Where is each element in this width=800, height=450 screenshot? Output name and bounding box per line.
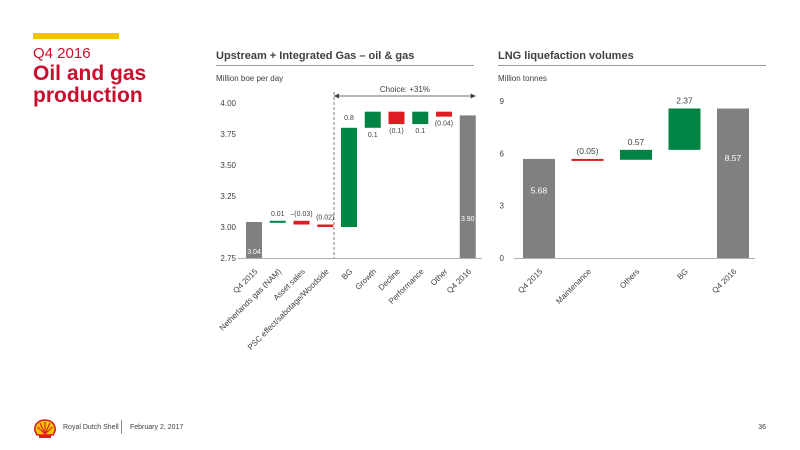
chart-ylabel-upstream: Million boe per day [216, 74, 284, 83]
page-number: 36 [758, 424, 766, 431]
bar-lng [668, 108, 701, 150]
category-label-upstream: Growth [354, 267, 379, 292]
bar-upstream [388, 111, 405, 125]
ytick-label-upstream: 3.75 [220, 130, 236, 139]
chart-title-lng: LNG liquefaction volumes [498, 50, 634, 62]
slide-headline: Oil and gas production [33, 62, 147, 107]
data-label-lng: 8.57 [725, 153, 742, 163]
chart-title-upstream: Upstream + Integrated Gas – oil & gas [216, 50, 415, 62]
ytick-label-upstream: 3.25 [220, 192, 236, 201]
data-label-upstream: (0.04) [435, 121, 453, 128]
bar-upstream [269, 220, 286, 223]
footer-date: February 2, 2017 [130, 424, 184, 431]
bar-upstream [459, 115, 476, 259]
bar-upstream [364, 111, 381, 128]
data-label-upstream: 0.1 [368, 132, 378, 139]
chart-rule-upstream [216, 65, 474, 66]
category-label-upstream: BG [340, 267, 355, 282]
data-label-upstream: 3.90 [461, 216, 475, 223]
footer-divider [121, 420, 122, 434]
data-label-lng: 2.37 [676, 96, 693, 106]
bar-upstream [317, 224, 334, 227]
category-label-upstream: Other [429, 267, 450, 288]
ytick-label-upstream: 2.75 [220, 254, 236, 263]
data-label-upstream: (0.1) [389, 128, 403, 135]
data-label-upstream: 0.8 [344, 115, 354, 122]
ytick-label-lng: 0 [500, 254, 505, 263]
shell-logo-icon [33, 419, 57, 439]
data-label-lng: 0.57 [628, 137, 645, 147]
data-label-upstream: 0.01 [271, 211, 285, 218]
ytick-label-lng: 6 [500, 149, 505, 158]
annotation-arrowhead-left [334, 93, 339, 99]
data-label-upstream: 3.04 [247, 249, 261, 256]
annotation-label: Choice: +31% [380, 85, 430, 94]
data-label-lng: (0.05) [576, 146, 598, 156]
bar-upstream [436, 111, 452, 117]
slide-kicker: Q4 2016 [33, 45, 91, 62]
chart-rule-lng [498, 65, 766, 66]
bar-upstream [412, 111, 429, 125]
ytick-label-lng: 3 [500, 202, 505, 211]
data-label-upstream: –(0.03) [290, 211, 312, 218]
category-label-upstream: Q4 2016 [445, 267, 473, 295]
ytick-label-lng: 9 [500, 97, 505, 106]
ytick-label-upstream: 4.00 [220, 99, 236, 108]
category-label-lng: BG [675, 267, 690, 282]
accent-bar [33, 33, 119, 39]
footer-company: Royal Dutch Shell [63, 424, 119, 431]
data-label-lng: 5.68 [531, 186, 548, 196]
annotation-arrowhead-right [470, 93, 476, 99]
chart-ylabel-lng: Million tonnes [498, 74, 547, 83]
category-label-lng: Maintenance [554, 267, 593, 306]
bar-lng [523, 158, 555, 258]
category-label-lng: Q4 2016 [710, 267, 738, 295]
bar-upstream [246, 222, 262, 258]
bar-upstream [341, 127, 357, 227]
bar-lng [620, 149, 652, 160]
bar-lng [717, 108, 749, 258]
bar-lng [571, 158, 604, 161]
data-label-upstream: (0.02) [316, 215, 334, 222]
category-label-lng: Q4 2015 [516, 267, 544, 295]
category-label-lng: Others [618, 267, 641, 290]
bar-upstream [293, 220, 310, 225]
ytick-label-upstream: 3.50 [220, 161, 236, 170]
ytick-label-upstream: 3.00 [220, 223, 236, 232]
data-label-upstream: 0.1 [415, 128, 425, 135]
